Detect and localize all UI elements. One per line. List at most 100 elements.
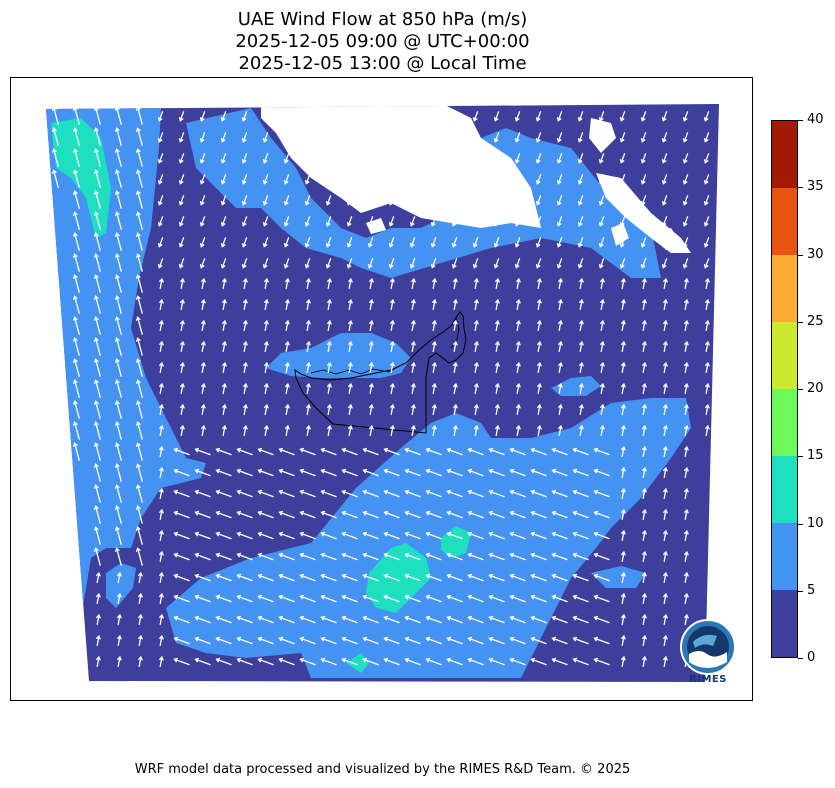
colorbar-tick-label: 15: [807, 448, 824, 464]
wind-arrow: [514, 132, 521, 143]
wind-arrow: [341, 447, 358, 456]
wind-arrow: [383, 468, 400, 477]
wind-arrow: [472, 153, 479, 164]
wind-arrow: [641, 424, 647, 437]
uae-border: [294, 311, 467, 434]
wind-arrow: [158, 277, 164, 290]
east-wind-patch: [551, 376, 601, 396]
wind-arrow: [704, 382, 710, 395]
wind-arrow: [114, 358, 122, 377]
colorbar-tick-label: 10: [807, 515, 824, 531]
wind-arrow: [284, 319, 290, 332]
wind-arrow: [114, 337, 122, 356]
wind-arrow: [620, 382, 626, 395]
wind-arrow: [116, 592, 122, 605]
wind-arrow: [215, 531, 232, 540]
wind-arrows: [51, 106, 710, 668]
wind-arrow: [551, 615, 568, 624]
wind-arrow: [598, 111, 605, 122]
wind-arrow: [535, 258, 542, 269]
wind-arrow: [346, 153, 353, 164]
wind-arrow: [683, 277, 689, 290]
wind-arrow: [194, 468, 211, 477]
wind-arrow: [472, 111, 479, 122]
wind-arrow: [556, 258, 563, 269]
wind-arrow: [431, 277, 437, 290]
wind-arrow: [305, 277, 311, 290]
wind-arrow: [263, 277, 269, 290]
wind-arrow: [320, 489, 337, 498]
wind-arrow: [578, 319, 584, 332]
wind-arrow: [683, 340, 689, 353]
wind-arrow: [619, 174, 626, 185]
wind-arrow: [284, 361, 290, 374]
wind-arrow: [661, 111, 668, 122]
wind-arrow: [221, 319, 227, 332]
wind-arrow: [362, 594, 379, 603]
wind-arrow: [620, 403, 626, 416]
wind-arrow: [93, 274, 101, 293]
title-line-3: 2025-12-05 13:00 @ Local Time: [238, 53, 527, 74]
wind-arrow: [135, 421, 143, 440]
wind-arrow: [409, 237, 416, 248]
wind-arrow: [220, 237, 227, 248]
wind-arrow: [515, 340, 521, 353]
wind-arrow: [620, 613, 626, 626]
wind-arrow: [488, 552, 505, 561]
wind-arrow: [215, 594, 232, 603]
wind-arrow: [404, 489, 421, 498]
wind-arrow: [641, 508, 647, 521]
wind-arrow: [409, 216, 416, 227]
wind-arrow: [620, 319, 626, 332]
wind-arrow: [488, 636, 505, 645]
wind-arrow: [93, 148, 101, 167]
wind-arrow: [598, 195, 605, 206]
wind-arrow: [515, 382, 521, 395]
wind-arrow: [262, 258, 269, 269]
wind-arrow: [577, 174, 584, 185]
wind-arrow: [425, 594, 442, 603]
wind-arrow: [178, 174, 185, 185]
wind-arrow: [283, 216, 290, 227]
wind-arrow: [578, 298, 584, 311]
wind-arrow: [488, 573, 505, 582]
wind-arrow: [557, 382, 563, 395]
wind-arrow: [221, 361, 227, 374]
wind-arrow: [236, 594, 253, 603]
wind-arrow: [178, 132, 185, 143]
wind-arrow: [72, 400, 80, 419]
wind-arrow: [135, 211, 143, 230]
wind-arrow: [409, 132, 416, 143]
wind-arrow: [114, 274, 122, 293]
wind-arrow: [242, 298, 248, 311]
wind-arrow: [93, 484, 101, 503]
wind-arrow: [409, 258, 416, 269]
wind-arrow: [388, 237, 395, 248]
wind-arrow: [158, 508, 164, 521]
wind-arrow: [446, 468, 463, 477]
wind-arrow: [221, 403, 227, 416]
wind-arrow: [362, 531, 379, 540]
wind-arrow: [683, 571, 689, 584]
wind-arrow: [262, 174, 269, 185]
wind-arrow: [389, 319, 395, 332]
wind-arrow: [404, 636, 421, 645]
wind-arrow: [572, 447, 589, 456]
wind-arrow: [93, 421, 101, 440]
wind-arrow: [683, 298, 689, 311]
title-line-1: UAE Wind Flow at 850 hPa (m/s): [237, 9, 528, 30]
wind-arrow: [578, 382, 584, 395]
wind-arrow: [593, 447, 610, 456]
wind-arrow: [320, 531, 337, 540]
wind-arrow: [137, 613, 143, 626]
wind-arrow: [326, 298, 332, 311]
wind-arrow: [431, 424, 437, 437]
wind-arrow: [598, 153, 605, 164]
wind-arrow: [221, 277, 227, 290]
wind-arrow: [404, 552, 421, 561]
wind-arrow: [326, 403, 332, 416]
wind-map: [46, 104, 719, 682]
masked-region-north: [261, 104, 541, 228]
map-frame: [10, 77, 753, 701]
wind-arrow: [173, 468, 190, 477]
